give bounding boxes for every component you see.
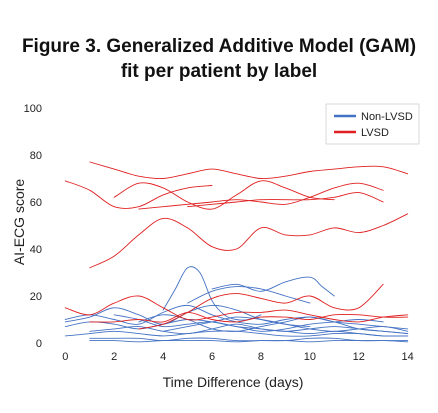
y-tick-label: 40 — [30, 244, 42, 256]
non-lvsd-patient-curve — [64, 330, 409, 337]
x-tick-label: 0 — [62, 351, 68, 363]
x-tick-label: 14 — [402, 351, 414, 363]
x-axis-label: Time Difference (days) — [163, 374, 304, 390]
legend-box — [325, 103, 420, 145]
axes: 0 2 4 6 8 10 12 14 0 20 40 60 80 100 — [24, 103, 414, 363]
non-lvsd-patient-curve — [211, 276, 335, 297]
legend-label: Non-LVSD — [361, 111, 413, 123]
x-tick-label: 2 — [111, 351, 117, 363]
legend-label: LVSD — [361, 127, 389, 139]
x-tick-label: 6 — [209, 351, 215, 363]
lvsd-patient-curve — [64, 295, 409, 323]
figure-title-line-2: fit per patient by label — [120, 61, 318, 82]
lvsd-patient-curve — [89, 213, 409, 269]
legend: Non-LVSD LVSD — [325, 103, 420, 145]
y-tick-label: 0 — [36, 338, 42, 350]
x-tick-label: 8 — [258, 351, 264, 363]
figure-title: Figure 3. Generalized Additive Model (GA… — [0, 34, 438, 84]
y-tick-label: 60 — [30, 197, 42, 209]
non-lvsd-patient-curve — [162, 266, 262, 321]
lvsd-patient-curve — [187, 192, 384, 208]
series-lines — [64, 161, 409, 343]
non-lvsd-patient-curve — [64, 304, 311, 328]
lvsd-patient-curve — [113, 180, 335, 210]
x-tick-label: 12 — [353, 351, 365, 363]
non-lvsd-patient-curve — [162, 316, 409, 332]
lvsd-patient-curve — [89, 161, 409, 180]
non-lvsd-patient-curve — [187, 286, 311, 304]
x-tick-label: 4 — [160, 351, 166, 363]
figure-title-line-1: Figure 3. Generalized Additive Model (GA… — [21, 36, 417, 57]
non-lvsd-patient-curve — [89, 323, 409, 337]
y-tick-label: 80 — [30, 150, 42, 162]
y-tick-label: 100 — [24, 103, 42, 115]
y-tick-label: 20 — [30, 291, 42, 303]
lvsd-patient-curve — [138, 182, 384, 210]
non-lvsd-patient-curve — [89, 340, 409, 343]
lvsd-patient-curve — [64, 180, 213, 209]
lvsd-patient-curve — [138, 283, 384, 330]
y-axis-label: AI-ECG score — [11, 179, 27, 266]
lvsd-patient-curve — [89, 311, 409, 323]
x-tick-label: 10 — [304, 351, 316, 363]
